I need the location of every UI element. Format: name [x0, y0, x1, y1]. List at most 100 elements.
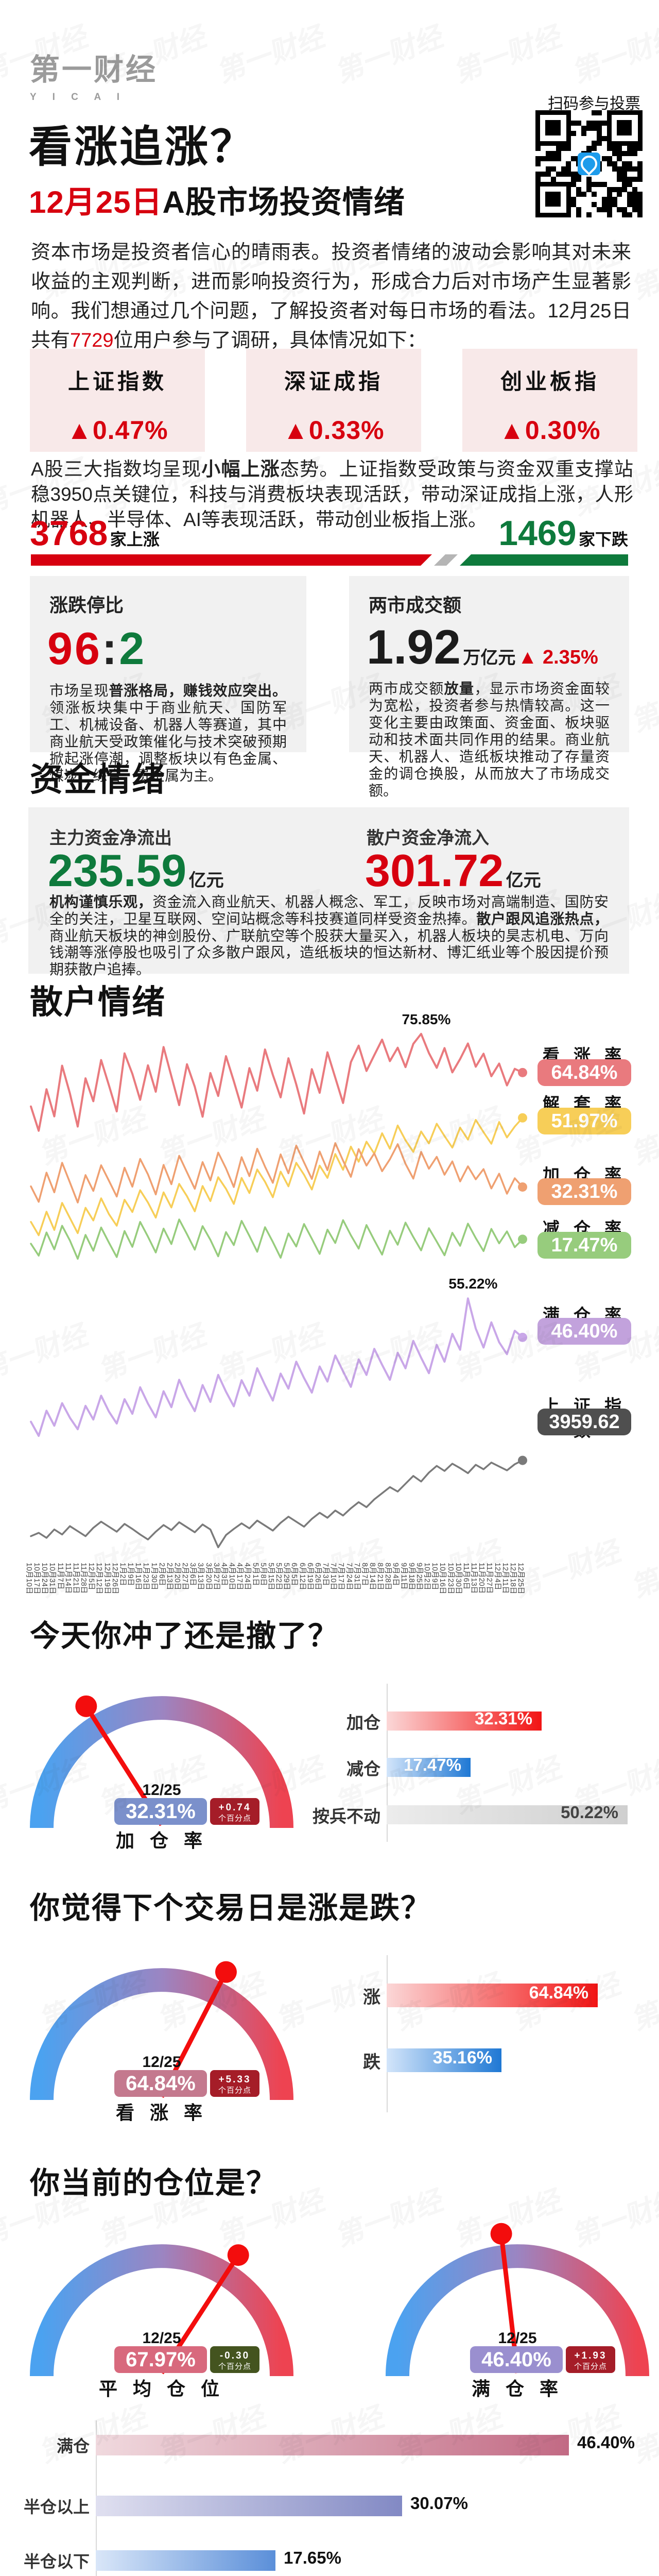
qr-module — [545, 171, 551, 177]
watermark: 第一财经 — [631, 1959, 659, 2038]
advance-bar-segment — [31, 554, 432, 566]
peak-annotation: 75.85% — [402, 1011, 451, 1027]
text-segment: 资本市场是投资者信心的晴雨表。投资者情绪的波动会影响其对未来收益的主观判断，进而… — [31, 242, 631, 351]
qr-module — [571, 130, 577, 136]
text-segment: 机构谨慎乐观， — [49, 894, 153, 910]
qr-finder — [535, 110, 571, 146]
qr-module — [637, 197, 643, 202]
qr-module — [606, 146, 612, 151]
qr-module — [627, 146, 633, 151]
bar-gap — [434, 554, 458, 566]
gauge-arc — [30, 1961, 293, 2100]
qr-module — [617, 192, 622, 197]
gauge-label: 平 均 仓 位 — [98, 2378, 224, 2399]
watermark: 第一财经 — [216, 12, 328, 91]
bar-value: 64.84% — [529, 1982, 588, 2003]
page-title: 看涨追涨？ — [29, 123, 256, 171]
text-segment: 态势。上证指数受政策与资金双重支撑站稳3950点关键位，科技与消费板块表现活跃，… — [31, 459, 634, 531]
decline-bar-segment — [460, 554, 628, 566]
qr-module — [632, 187, 638, 192]
yicai-logo: 第一财经 Y I C A I — [30, 45, 158, 103]
qr-module — [617, 187, 622, 192]
qr-module — [606, 161, 612, 167]
qr-module — [627, 212, 633, 218]
qr-module — [612, 151, 617, 157]
qr-module — [606, 187, 612, 192]
qr-module — [596, 135, 602, 141]
qr-module — [622, 207, 628, 213]
gauge-delta-badge: +1.93 个百分点 — [566, 2346, 615, 2373]
qr-module — [556, 171, 561, 177]
qr-module — [606, 156, 612, 162]
turnover-change: ▲ 2.35% — [517, 647, 598, 668]
index-name: 深证成指 — [284, 369, 383, 394]
turnover-card: 两市成交额 1.92 万亿元 ▲ 2.35% 两市成交额放量，显示市场资金面较为… — [349, 576, 629, 799]
gauge-needle — [75, 1695, 97, 1717]
qr-module — [571, 197, 577, 202]
text-segment: 两市成交额 — [369, 681, 444, 697]
advance-label: 家上涨 — [110, 530, 160, 549]
qr-module — [637, 202, 643, 208]
qr-module — [617, 151, 622, 157]
qr-module — [586, 125, 592, 131]
advance-value: 3768 — [30, 514, 108, 553]
limit-down-count: 2 — [119, 623, 147, 674]
qr-module — [591, 202, 597, 208]
text-segment: 市场呈现 — [49, 683, 109, 699]
limit-card-paragraph: 市场呈现普涨格局，赚钱效应突出。领涨板块集中于商业航天、国防军工、机械设备、机器… — [49, 682, 287, 784]
qr-module — [556, 146, 561, 151]
turnover-value: 1.92 — [367, 620, 461, 674]
index-box-1: 上证指数 ▲0.47% — [30, 349, 205, 452]
bar-value: 30.07% — [410, 2494, 468, 2513]
index-box-2: 深证成指 ▲0.33% — [246, 349, 421, 452]
qr-module — [632, 197, 638, 202]
qr-module — [576, 187, 582, 192]
bar-value: 50.22% — [561, 1802, 618, 1822]
subtitle-text: A股市场投资情绪 — [162, 185, 405, 219]
qr-module — [596, 141, 602, 146]
bar — [96, 2435, 569, 2455]
delta-value: +1.93 — [574, 2350, 607, 2361]
legend-value-pill: 46.40% — [537, 1318, 631, 1345]
watermark: 第一财经 — [39, 2392, 150, 2471]
qr-module — [612, 197, 617, 202]
qr-module — [571, 171, 577, 177]
logo-sub: Y I C A I — [30, 92, 127, 103]
decline-count: 1469 家下跌 — [319, 513, 628, 553]
qr-finder — [606, 110, 643, 146]
qr-module — [612, 187, 617, 192]
gauge-label: 看 涨 率 — [115, 2102, 207, 2123]
qr-module — [545, 156, 551, 162]
qr-module — [550, 176, 556, 182]
qr-module — [632, 176, 638, 182]
qr-module — [627, 192, 633, 197]
turnover-unit: 万亿元 — [463, 648, 516, 668]
watermark: 第一财经 — [631, 228, 659, 307]
limit-up-count: 96 — [47, 623, 102, 674]
text-segment: 小幅上涨 — [201, 459, 280, 480]
qr-module — [535, 146, 541, 151]
text-segment: 7729 — [70, 330, 114, 351]
qr-module — [632, 192, 638, 197]
inflow-unit: 亿元 — [506, 871, 541, 890]
outflow-label: 主力资金净流出 — [49, 828, 172, 848]
qr-module — [617, 156, 622, 162]
legend-value-pill: 17.47% — [537, 1232, 631, 1259]
bar-label: 半仓以上 — [23, 2497, 90, 2516]
qr-module — [571, 202, 577, 208]
index-box-3: 创业板指 ▲0.30% — [462, 349, 637, 452]
qr-module — [622, 176, 628, 182]
qr-module — [601, 181, 607, 187]
yicai-qr-icon — [577, 152, 601, 176]
qr-module — [622, 171, 628, 177]
qr-module — [591, 125, 597, 131]
qr-module — [581, 192, 587, 197]
qr-module — [601, 202, 607, 208]
turnover-card-paragraph: 两市成交额放量，显示市场资金面较为宽松，投资者参与热情较高。这一变化主要由政策面… — [369, 680, 610, 799]
legend-value-pill: 51.97% — [537, 1108, 631, 1134]
sse-index-chart — [30, 1455, 527, 1549]
gauge-date: 12/25 — [142, 2054, 181, 2071]
qr-module — [566, 166, 571, 172]
qr-module — [637, 146, 643, 151]
delta-value: +5.33 — [218, 2074, 251, 2085]
